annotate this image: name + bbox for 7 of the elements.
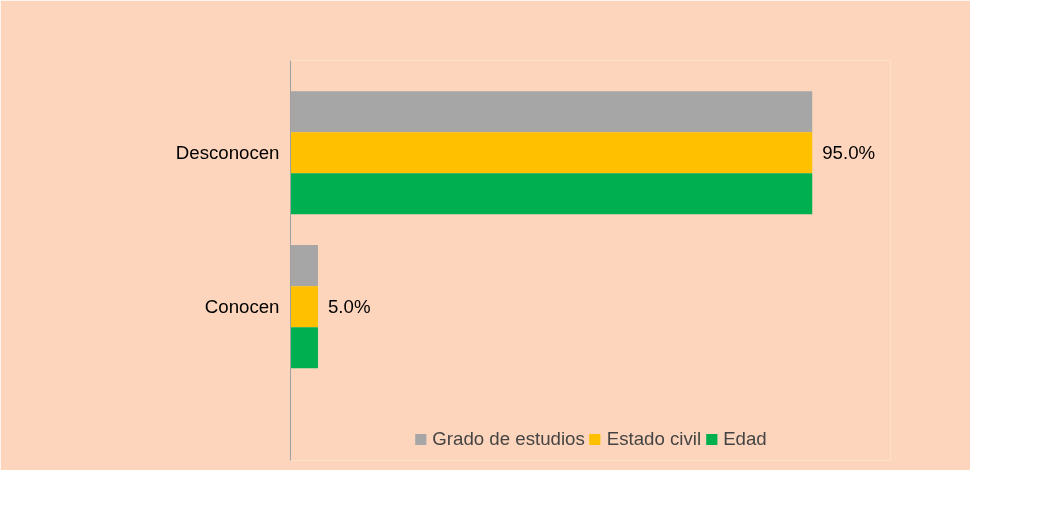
data-label: 5.0% <box>327 296 371 318</box>
legend-label: Grado de estudios <box>432 428 585 450</box>
legend-label: Edad <box>723 428 767 450</box>
y-tick-label: Desconocen <box>175 142 280 164</box>
data-label: 95.0% <box>822 142 876 164</box>
y-tick-label: Conocen <box>204 296 280 318</box>
legend-label: Estado civil <box>606 428 702 450</box>
